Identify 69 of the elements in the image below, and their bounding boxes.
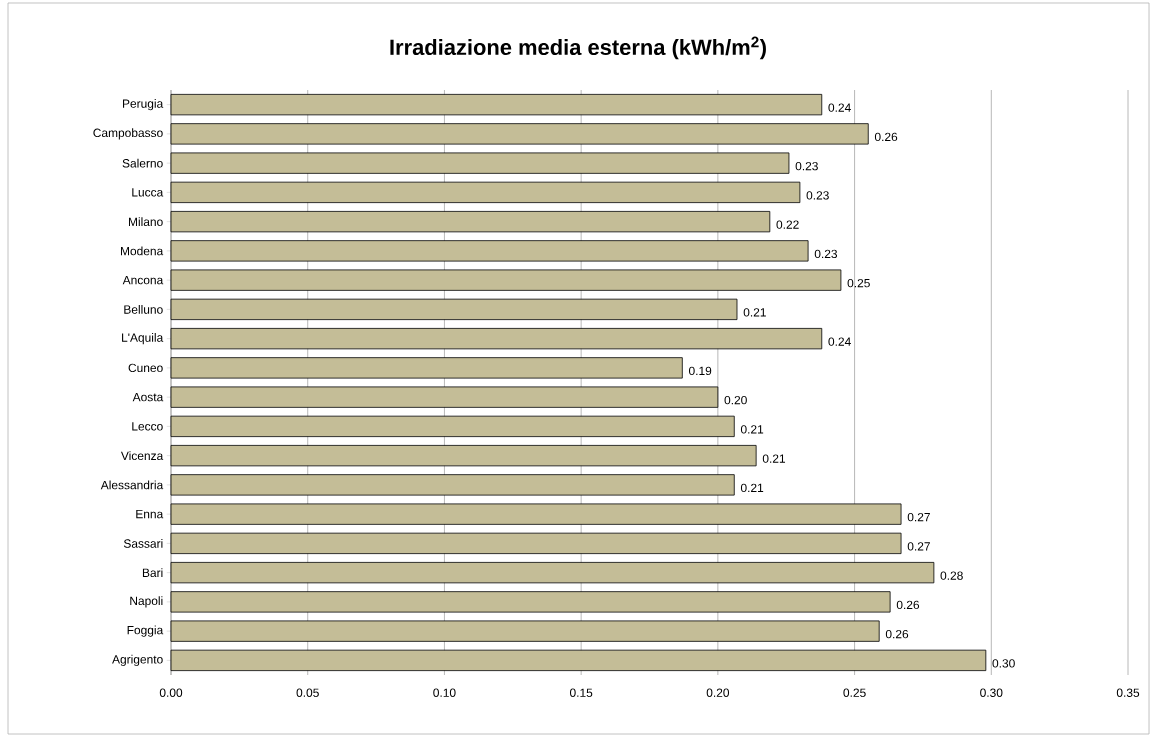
bar [170,649,987,672]
text: 0.10 [433,688,456,697]
bar [170,561,935,584]
y-tick-label: Modena [121,246,164,256]
y-tick-label: Napoli [130,596,163,608]
y-tick-label: Bari [142,568,163,578]
bar [170,269,842,291]
y-tick-label: L'Aquila [122,333,164,345]
data-label: 0.22 [776,220,799,229]
y-tick-label: Aosta [132,392,164,402]
data-label: 0.28 [940,571,963,580]
bar [170,298,738,321]
text: 0.00 [159,688,183,697]
bar [170,591,891,613]
bar [170,386,719,408]
y-tick-label: Agrigento [112,654,163,666]
chart-title: Irradiazione media esterna (kWh/m$^{2}$) [390,36,766,60]
bar [170,210,771,233]
data-label: 0.19 [688,366,712,376]
bar [170,240,809,262]
bar [170,620,880,642]
y-tick-label: Alessandria [100,480,164,490]
data-label: 0.21 [743,308,766,317]
data-label: 0.21 [740,425,764,434]
bar [170,357,683,379]
bar [170,503,902,525]
bar [170,415,735,438]
bar [170,474,735,496]
bar [170,327,823,350]
text: 0.20 [706,688,730,697]
data-label: 0.25 [847,278,870,288]
data-label: 0.27 [907,512,930,522]
bar [170,181,801,204]
bar [170,444,757,467]
bar [170,532,902,555]
y-tick-label: Lucca [132,188,164,197]
bar [170,152,790,174]
data-label: 0.26 [874,132,898,142]
text: 0.15 [569,688,593,697]
y-tick-label: Lecco [132,422,163,431]
text: 0.35 [1116,688,1140,697]
y-tick-label: Cuneo [128,363,163,373]
y-tick-label: Milano [129,217,163,227]
data-label: 0.23 [814,249,838,259]
y-tick-label: Enna [136,509,164,519]
y-tick-label: Vicenza [120,451,164,461]
data-label: 0.23 [795,161,818,171]
bar [170,93,823,116]
text: 0.05 [296,688,319,697]
data-label: 0.27 [907,542,930,551]
data-label: 0.26 [885,629,909,639]
data-label: 0.21 [762,454,786,463]
data-label: 0.24 [828,103,851,112]
y-tick-label: Salerno [122,158,163,168]
y-tick-label: Foggia [127,625,164,637]
y-tick-label: Sassari [123,539,163,548]
text: 0.25 [843,688,866,697]
y-tick-label: Perugia [123,99,164,111]
data-label: 0.21 [740,483,764,493]
y-tick-label: Campobasso [93,128,163,140]
y-tick-label: Ancona [122,275,164,285]
bar [170,123,869,145]
text: 0.30 [980,688,1003,697]
data-label: 0.24 [828,337,851,346]
data-label: 0.23 [806,191,829,200]
data-label: 0.26 [896,600,920,610]
data-label: 0.20 [724,395,747,405]
data-label: 0.30 [992,659,1015,668]
y-tick-label: Belluno [124,304,163,314]
